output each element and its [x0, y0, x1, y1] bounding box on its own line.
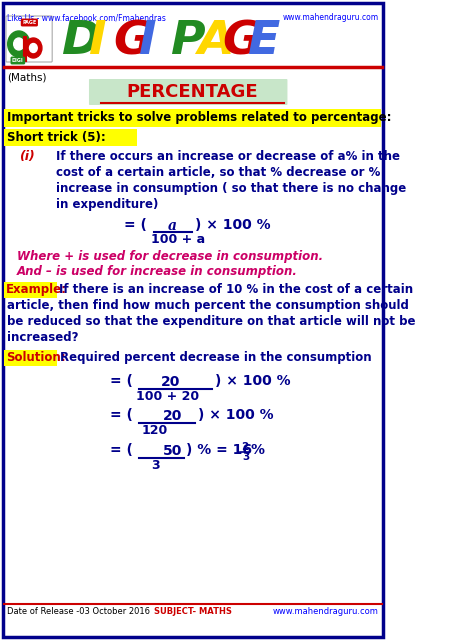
Text: Example:: Example:	[6, 283, 67, 296]
Text: 3: 3	[152, 459, 160, 472]
Text: ) × 100 %: ) × 100 %	[215, 374, 290, 388]
Text: PAGE: PAGE	[22, 20, 37, 25]
Bar	[4, 109, 381, 127]
Text: = (: = (	[124, 218, 147, 232]
Text: G: G	[222, 19, 261, 64]
FancyBboxPatch shape	[89, 79, 287, 105]
Text: Solution:: Solution:	[6, 351, 65, 364]
Text: (Maths): (Maths)	[7, 72, 46, 82]
Text: be reduced so that the expenditure on that article will not be: be reduced so that the expenditure on th…	[7, 315, 415, 328]
Text: DIGI: DIGI	[12, 58, 24, 63]
Text: (i): (i)	[19, 150, 35, 163]
Text: 100 + a: 100 + a	[152, 233, 206, 246]
Circle shape	[8, 31, 30, 57]
Text: Where + is used for decrease in consumption.: Where + is used for decrease in consumpt…	[17, 250, 323, 263]
Text: And – is used for increase in consumption.: And – is used for increase in consumptio…	[17, 265, 298, 278]
Text: I: I	[89, 19, 106, 64]
Text: Required percent decrease in the consumption: Required percent decrease in the consump…	[60, 351, 372, 364]
Text: www.mahendraguru.com: www.mahendraguru.com	[273, 607, 379, 616]
Circle shape	[25, 38, 42, 58]
Text: 50: 50	[162, 444, 182, 458]
Text: Like Us - www.facebook.com/Fmahendras: Like Us - www.facebook.com/Fmahendras	[7, 13, 166, 22]
Text: increased?: increased?	[7, 331, 78, 344]
Text: A: A	[197, 19, 233, 64]
Text: ) × 100 %: ) × 100 %	[198, 408, 273, 422]
Text: If there is an increase of 10 % in the cost of a certain: If there is an increase of 10 % in the c…	[59, 283, 413, 296]
Text: I: I	[138, 19, 156, 64]
Circle shape	[29, 44, 37, 52]
Text: a: a	[168, 219, 177, 233]
Text: 20: 20	[162, 409, 182, 423]
Text: = (: = (	[110, 374, 133, 388]
Text: Short trick (5):: Short trick (5):	[7, 131, 106, 144]
Text: increase in consumption ( so that there is no change: increase in consumption ( so that there …	[55, 182, 406, 195]
Circle shape	[14, 38, 24, 50]
Text: SUBJECT- MATHS: SUBJECT- MATHS	[153, 607, 231, 616]
Text: ) × 100 %: ) × 100 %	[195, 218, 271, 232]
Text: ) % = 16: ) % = 16	[187, 443, 253, 457]
Text: PERCENTAGE: PERCENTAGE	[127, 83, 258, 101]
Text: cost of a certain article, so that % decrease or %: cost of a certain article, so that % dec…	[55, 166, 380, 179]
Text: %: %	[251, 443, 265, 457]
Text: 100 + 20: 100 + 20	[136, 390, 199, 403]
Text: Important tricks to solve problems related to percentage:: Important tricks to solve problems relat…	[7, 111, 391, 124]
Text: If there occurs an increase or decrease of a% in the: If there occurs an increase or decrease …	[55, 150, 400, 163]
Text: E: E	[248, 19, 281, 64]
Text: 120: 120	[142, 424, 168, 437]
Text: D: D	[62, 19, 101, 64]
Bar	[4, 350, 57, 366]
Text: G: G	[114, 19, 152, 64]
Text: 20: 20	[161, 375, 180, 389]
Text: article, then find how much percent the consumption should: article, then find how much percent the …	[7, 299, 409, 312]
Text: www.mahendraguru.com: www.mahendraguru.com	[283, 13, 379, 22]
Text: = (: = (	[110, 408, 133, 422]
FancyBboxPatch shape	[6, 16, 52, 62]
Text: in expenditure): in expenditure)	[55, 198, 158, 211]
Text: = (: = (	[110, 443, 133, 457]
Bar	[4, 282, 57, 298]
Text: Date of Release -03 October 2016: Date of Release -03 October 2016	[7, 607, 150, 616]
Text: 3: 3	[242, 452, 249, 462]
Bar	[4, 129, 137, 146]
Text: 2: 2	[241, 442, 249, 452]
Text: P: P	[171, 19, 206, 64]
